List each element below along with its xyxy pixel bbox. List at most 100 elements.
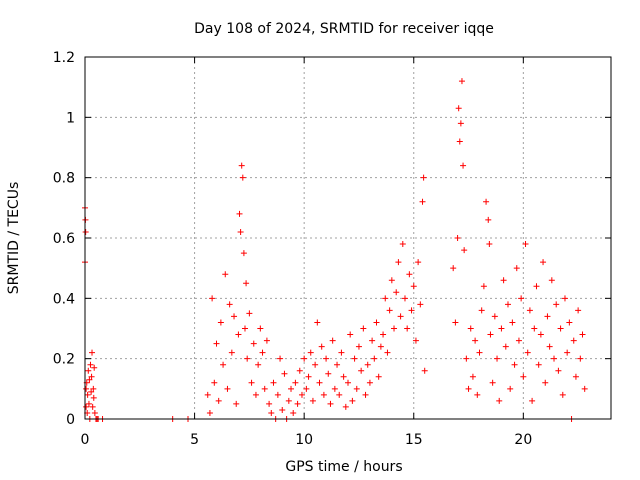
data-point xyxy=(460,162,467,169)
data-point xyxy=(257,325,264,332)
data-point xyxy=(263,337,270,344)
data-point xyxy=(397,313,404,320)
data-point xyxy=(353,385,360,392)
data-point xyxy=(478,307,485,314)
data-point xyxy=(323,355,330,362)
data-point xyxy=(373,319,380,326)
data-point xyxy=(83,403,90,410)
data-point xyxy=(90,385,97,392)
data-point xyxy=(349,397,356,404)
data-point xyxy=(498,325,505,332)
y-axis-label: SRMTID / TECUs xyxy=(6,182,22,295)
data-point xyxy=(399,241,406,248)
data-point xyxy=(274,391,281,398)
data-point xyxy=(388,277,395,284)
data-point xyxy=(228,349,235,356)
data-point xyxy=(420,174,427,181)
data-point xyxy=(577,355,584,362)
data-point xyxy=(524,349,531,356)
chart-title: Day 108 of 2024, SRMTID for receiver iqq… xyxy=(194,21,494,37)
data-point xyxy=(419,198,426,205)
data-point xyxy=(395,259,402,266)
data-point xyxy=(86,376,93,383)
x-tick-label: 5 xyxy=(190,432,199,448)
data-point xyxy=(537,331,544,338)
data-point xyxy=(458,78,465,85)
data-point xyxy=(235,331,242,338)
y-tick-label: 0.8 xyxy=(53,171,75,187)
data-point xyxy=(391,325,398,332)
data-point xyxy=(290,409,297,416)
data-point xyxy=(375,373,382,380)
grid-lines xyxy=(85,57,611,419)
data-point xyxy=(472,337,479,344)
data-point xyxy=(355,343,362,350)
y-tick-label: 0.4 xyxy=(53,291,75,307)
data-point xyxy=(277,355,284,362)
data-point xyxy=(485,216,492,223)
data-point xyxy=(579,331,586,338)
data-point xyxy=(220,361,227,368)
data-point xyxy=(494,355,501,362)
data-point xyxy=(209,295,216,302)
data-point xyxy=(581,385,588,392)
data-point xyxy=(384,349,391,356)
data-point xyxy=(215,397,222,404)
data-point xyxy=(259,349,266,356)
data-point xyxy=(548,277,555,284)
data-point xyxy=(496,397,503,404)
data-point xyxy=(243,280,250,287)
data-point xyxy=(421,367,428,374)
data-point xyxy=(380,331,387,338)
plot-frame xyxy=(84,56,612,420)
x-tick-label: 10 xyxy=(295,432,313,448)
data-point xyxy=(255,361,262,368)
data-point xyxy=(371,355,378,362)
data-point xyxy=(377,343,384,350)
data-point xyxy=(529,397,536,404)
data-point xyxy=(456,138,463,145)
data-point xyxy=(570,337,577,344)
x-tick-label: 20 xyxy=(514,432,532,448)
data-point xyxy=(347,331,354,338)
data-points xyxy=(82,78,588,422)
data-point xyxy=(564,349,571,356)
data-point xyxy=(555,367,562,374)
data-point xyxy=(279,406,286,413)
data-point xyxy=(307,349,314,356)
data-point xyxy=(480,283,487,290)
data-point xyxy=(338,349,345,356)
data-point xyxy=(509,319,516,326)
data-point xyxy=(281,370,288,377)
data-point xyxy=(285,397,292,404)
data-point xyxy=(546,343,553,350)
data-point xyxy=(358,367,365,374)
data-point xyxy=(469,373,476,380)
data-point xyxy=(340,373,347,380)
data-point xyxy=(531,325,538,332)
data-point xyxy=(336,391,343,398)
data-point xyxy=(266,400,273,407)
data-point xyxy=(87,361,94,368)
data-point xyxy=(206,409,213,416)
data-point xyxy=(213,340,220,347)
data-point xyxy=(222,271,229,278)
data-point xyxy=(309,397,316,404)
data-point xyxy=(91,409,98,416)
data-point xyxy=(366,379,373,386)
data-point xyxy=(261,385,268,392)
data-point xyxy=(334,361,341,368)
data-point xyxy=(362,391,369,398)
data-point xyxy=(85,367,92,374)
data-point xyxy=(85,400,92,407)
data-point xyxy=(364,361,371,368)
data-point xyxy=(217,319,224,326)
data-point xyxy=(84,391,91,398)
data-point xyxy=(507,385,514,392)
data-point xyxy=(318,343,325,350)
data-point xyxy=(410,283,417,290)
axis-ticks: 0 0.2 0.4 0.6 0.8 1 1.2 0 5 10 15 20 xyxy=(53,50,611,448)
data-point xyxy=(500,277,507,284)
data-point xyxy=(520,373,527,380)
y-tick-label: 0 xyxy=(66,412,75,428)
